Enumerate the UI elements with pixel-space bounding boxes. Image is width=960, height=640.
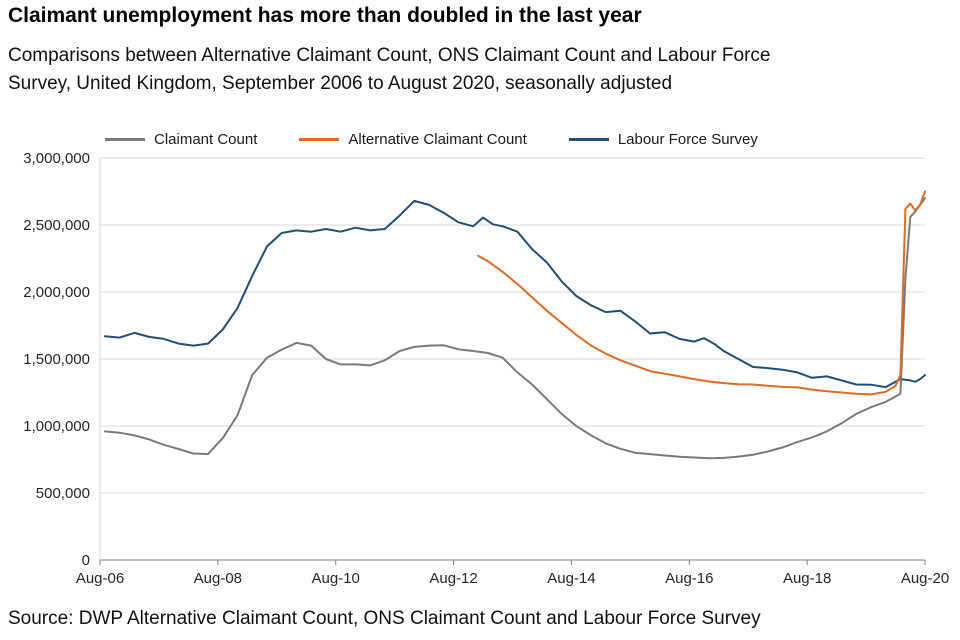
x-tick-label: Aug-14 <box>547 570 595 587</box>
legend-label-claimant-count: Claimant Count <box>154 130 258 148</box>
legend-item-labour-force-survey: Labour Force Survey <box>568 130 758 148</box>
line-chart-canvas: 0 500,000 1,000,000 1,500,000 2,000,000 2,500… <box>23 150 949 587</box>
x-tick-label: Aug-20 <box>901 570 949 587</box>
chart-subtitle-line-2: Survey, United Kingdom, September 2006 t… <box>8 73 673 94</box>
legend-item-alternative-claimant-count: Alternative Claimant Count <box>299 130 527 148</box>
y-tick-label: 500,000 <box>36 485 90 502</box>
legend-label-alternative-claimant-count: Alternative Claimant Count <box>348 130 527 148</box>
chart-legend: Claimant Count Alternative Claimant Coun… <box>105 128 758 150</box>
x-tick-label: Aug-12 <box>429 570 477 587</box>
x-tick-label: Aug-16 <box>665 570 713 587</box>
chart-subtitle: Comparisons between Alternative Claimant… <box>8 42 771 98</box>
series-line-claimant-count <box>103 197 926 460</box>
legend-item-claimant-count: Claimant Count <box>105 131 257 148</box>
y-tick-label: 3,000,000 <box>23 150 90 167</box>
y-tick-label: 1,500,000 <box>23 351 90 368</box>
series-line-alternative-claimant-count <box>477 190 926 396</box>
y-tick-label: 0 <box>82 552 90 569</box>
y-tick-label: 1,000,000 <box>23 418 90 435</box>
x-tick-label: Aug-10 <box>312 570 360 587</box>
y-tick-label: 2,000,000 <box>23 284 90 301</box>
legend-swatch-claimant-count <box>105 137 145 141</box>
chart-title: Claimant unemployment has more than doub… <box>8 4 642 27</box>
y-tick-label: 2,500,000 <box>23 217 90 234</box>
legend-swatch-alternative-claimant-count <box>299 137 340 141</box>
legend-label-labour-force-survey: Labour Force Survey <box>617 130 758 148</box>
x-tick-label: Aug-06 <box>76 570 124 587</box>
x-tick-label: Aug-08 <box>194 570 242 587</box>
source-note: Source: DWP Alternative Claimant Count, … <box>8 608 761 629</box>
x-tick-label: Aug-18 <box>783 570 831 587</box>
legend-swatch-labour-force-survey <box>568 137 609 141</box>
chart-subtitle-line-1: Comparisons between Alternative Claimant… <box>8 45 771 66</box>
series-line-labour-force-survey <box>103 199 926 389</box>
